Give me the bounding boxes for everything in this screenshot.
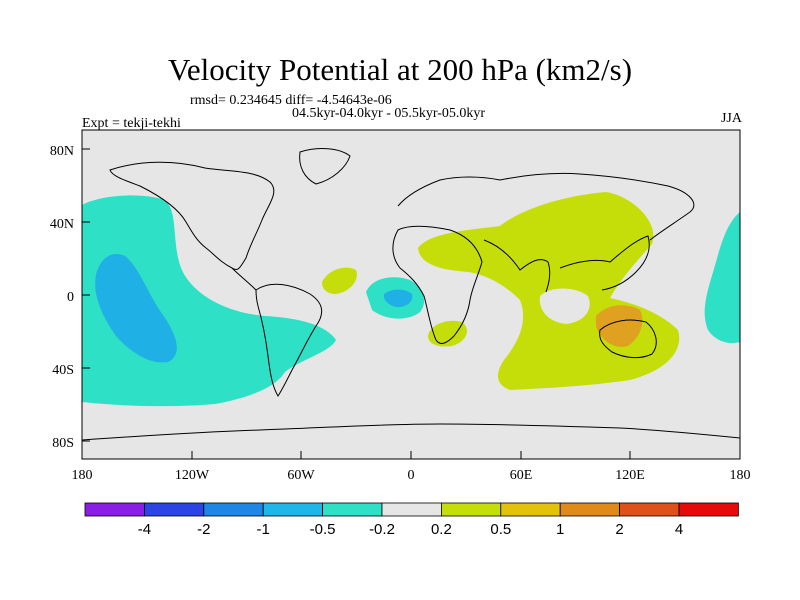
colorbar-box (143, 502, 205, 517)
colorbar-label: 0.5 (490, 521, 511, 538)
lon-label-0: 0 (408, 468, 415, 483)
lon-label-120e: 120E (615, 468, 645, 483)
colorbar-box (84, 502, 145, 517)
colorbar-box (678, 502, 739, 517)
coast-africa (392, 225, 483, 344)
coastlines (82, 148, 740, 441)
lon-label-180e: 180 (730, 468, 751, 483)
colorbar-label: 1 (556, 521, 564, 538)
contour-lime-westafrica (322, 267, 357, 294)
contour-orange-australia (596, 305, 643, 347)
contour-lime-southafrica (428, 320, 467, 347)
colorbar-box (381, 502, 442, 517)
colorbar-label: -0.5 (310, 521, 336, 538)
colorbar-label: -2 (197, 521, 210, 538)
contour-teal-westpacific (704, 212, 740, 344)
colorbar-label: -0.2 (369, 521, 395, 538)
colorbar-box (619, 502, 680, 517)
season-label: JJA (720, 111, 742, 126)
lat-label-80n: 80N (50, 144, 74, 159)
colorbar-box (203, 502, 264, 517)
colorbar (84, 502, 739, 517)
lon-label-60w: 60W (287, 468, 315, 483)
colorbar-box (559, 502, 621, 517)
lon-label-180w: 180 (72, 468, 93, 483)
coast-australia (599, 319, 657, 359)
coast-europe (397, 172, 695, 241)
coast-east-asia (559, 235, 650, 291)
coast-central-america (231, 267, 257, 291)
contour-blue-pacific (95, 254, 177, 363)
coast-antarctica (82, 423, 740, 441)
chart-title: Velocity Potential at 200 hPa (km2/s) (167, 52, 633, 87)
lat-label-40n: 40N (50, 217, 74, 232)
contour-blue-atlantic (383, 289, 413, 308)
lat-label-eq: 0 (67, 290, 74, 305)
coast-north-america (109, 161, 275, 271)
colorbar-label: 0.2 (431, 521, 452, 538)
colorbar-labels: -4 -2 -1 -0.5 -0.2 0.2 0.5 1 2 4 (138, 521, 683, 538)
axis-ticks (81, 148, 741, 459)
colorbar-box (262, 502, 324, 517)
coast-greenland (299, 148, 351, 185)
colorbar-label: 2 (615, 521, 623, 538)
lon-label-60e: 60E (510, 468, 533, 483)
coast-south-america (255, 283, 323, 397)
subtitle-periods: 04.5kyr-04.0kyr - 05.5kyr-05.0kyr (292, 106, 486, 121)
contour-gap-indianocean (539, 288, 590, 324)
lat-label-40s: 40S (52, 363, 74, 378)
colorbar-box (500, 502, 561, 517)
coast-arabia-india (483, 239, 551, 293)
colorbar-label: 4 (675, 521, 683, 538)
subtitle-stats: rmsd= 0.234645 diff= -4.54643e-06 (190, 93, 392, 108)
lat-label-80s: 80S (52, 436, 74, 451)
colorbar-label: -4 (138, 521, 151, 538)
lon-label-120w: 120W (175, 468, 210, 483)
colorbar-box (440, 502, 502, 517)
contour-fields (82, 192, 740, 407)
colorbar-label: -1 (257, 521, 270, 538)
colorbar-box (322, 502, 383, 517)
experiment-label: Expt = tekji-tekhi (82, 116, 181, 131)
